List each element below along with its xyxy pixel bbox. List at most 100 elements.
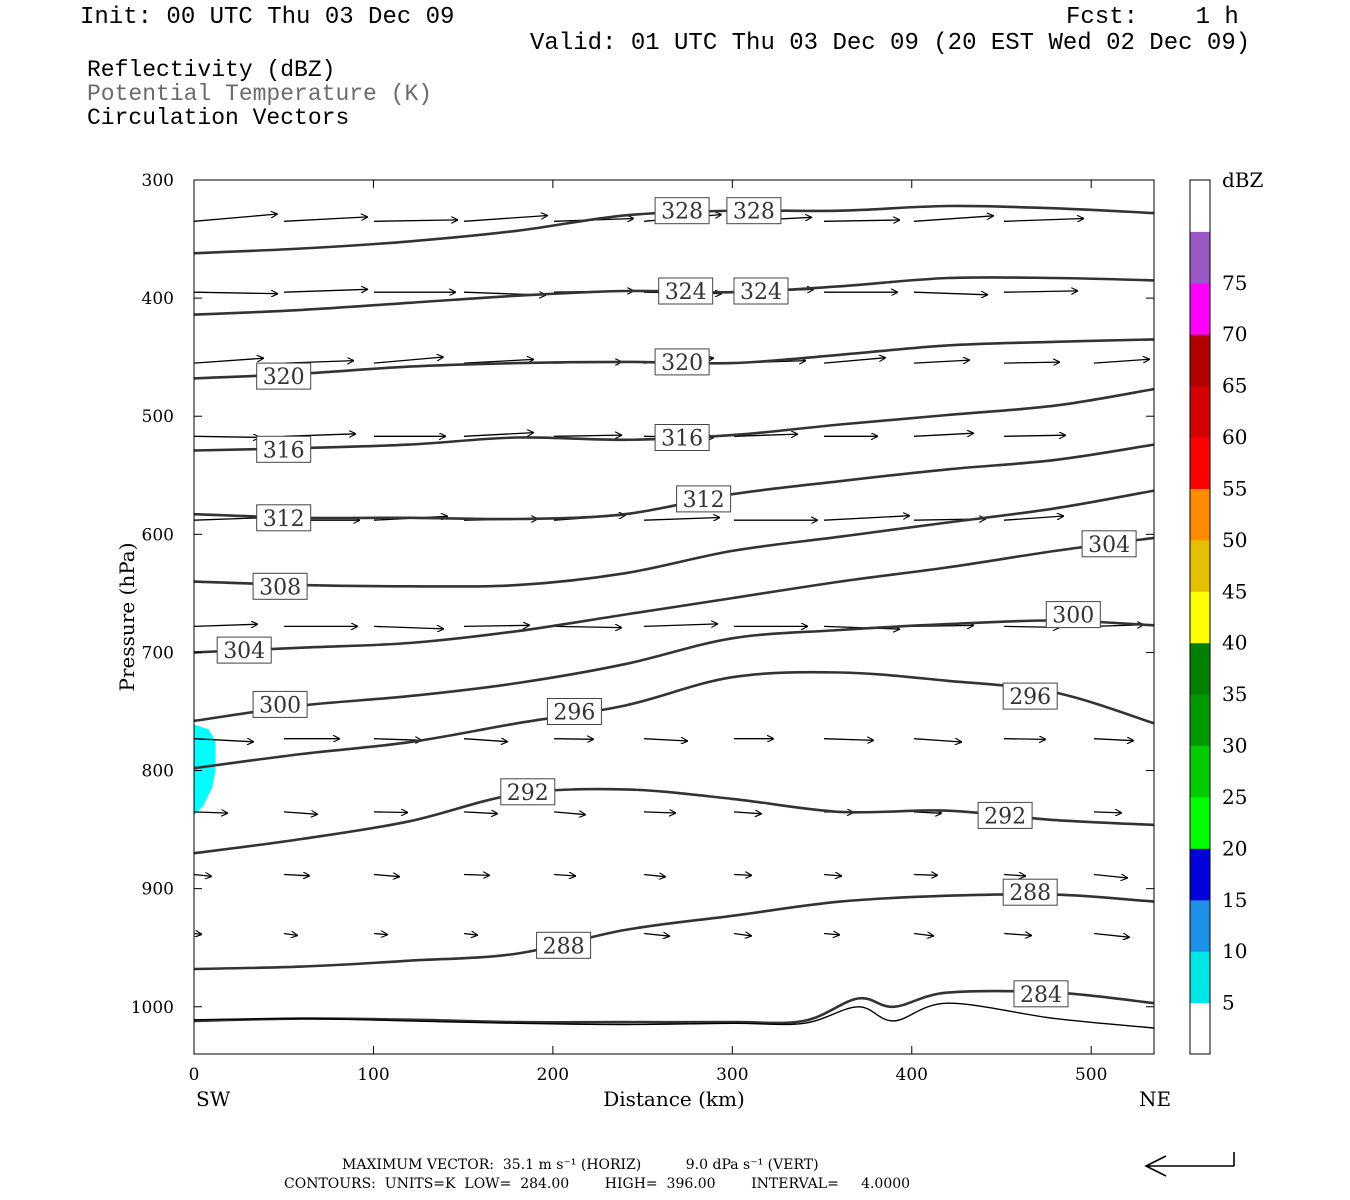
circulation-vector <box>1003 934 1032 936</box>
circulation-vector <box>1093 812 1122 813</box>
colorbar-swatch <box>1190 231 1210 284</box>
circulation-vector <box>913 875 938 876</box>
x-tick-label: 100 <box>357 1065 389 1085</box>
contour-label-box <box>536 931 592 959</box>
circulation-vector <box>1003 516 1064 521</box>
circulation-vector <box>643 624 718 627</box>
contour-label-box <box>1013 980 1069 1008</box>
contour-label-box <box>658 277 714 305</box>
contour-label-box <box>1002 682 1058 710</box>
field-circulation-vectors: Circulation Vectors <box>87 105 350 131</box>
contour-label-box <box>654 424 710 451</box>
contour-label-box <box>1002 878 1058 906</box>
contour-label-324: 324 <box>740 280 782 305</box>
circulation-vector <box>1093 359 1150 364</box>
contours-note: CONTOURS: UNITS=K LOW= 284.00 HIGH= 396.… <box>284 1176 911 1192</box>
circulation-vector <box>1003 291 1078 292</box>
circulation-vector <box>553 739 594 740</box>
x-axis-label: Distance (km) <box>603 1087 745 1111</box>
colorbar-swatch <box>1190 385 1210 438</box>
contour-label-320: 320 <box>263 365 305 390</box>
circulation-vector <box>373 739 422 741</box>
circulation-vector <box>373 875 400 877</box>
contour-label-312: 312 <box>263 507 305 532</box>
circulation-vector <box>283 934 298 936</box>
circulation-vector <box>643 812 676 813</box>
circulation-vector <box>463 875 490 876</box>
contour-label-324: 324 <box>665 280 707 305</box>
contour-label-316: 316 <box>661 427 703 452</box>
circulation-vector <box>1003 875 1026 877</box>
circulation-vector <box>193 358 264 364</box>
circulation-vector <box>823 875 842 877</box>
circulation-vector <box>283 875 310 876</box>
x-tick-label: 300 <box>716 1065 748 1085</box>
valid-time: Valid: 01 UTC Thu 03 Dec 09 (20 EST Wed … <box>530 30 1251 57</box>
colorbar-label: 30 <box>1222 734 1247 758</box>
colorbar-swatch <box>1190 180 1210 232</box>
circulation-vector <box>823 934 840 935</box>
contour-label-320: 320 <box>661 351 703 376</box>
x-tick-label: 500 <box>1075 1065 1107 1085</box>
field-potential-temperature: Potential Temperature (K) <box>87 81 433 107</box>
contour-label-box <box>500 778 556 806</box>
reflectivity-area <box>194 724 216 816</box>
colorbar-label: 10 <box>1222 939 1247 963</box>
contour-label-box <box>252 572 308 600</box>
circulation-vector <box>1003 739 1046 740</box>
x-tick-label: 200 <box>537 1065 569 1085</box>
circulation-vector <box>733 812 762 814</box>
contour-label-box <box>256 504 312 532</box>
colorbar-swatch <box>1190 642 1210 695</box>
circulation-vector <box>1003 362 1060 363</box>
contour-label-box <box>676 485 732 513</box>
contour-label-box <box>733 277 789 305</box>
y-tick-label: 900 <box>142 880 174 900</box>
y-tick-label: 300 <box>142 171 174 191</box>
contour-label-box <box>726 197 782 225</box>
circulation-vector <box>463 359 534 364</box>
contour-label-box <box>654 348 710 376</box>
colorbar-label: 60 <box>1222 425 1247 449</box>
circulation-vector <box>733 434 798 436</box>
colorbar-swatch <box>1190 745 1210 798</box>
circulation-vector <box>643 934 670 937</box>
circulation-vector <box>913 812 942 813</box>
contour-label-box <box>654 197 710 225</box>
colorbar-swatch <box>1190 848 1210 901</box>
contour-label-box <box>977 801 1033 829</box>
colorbar-swatch <box>1190 539 1210 592</box>
colorbar-label: 5 <box>1222 991 1235 1015</box>
contour-line-312 <box>193 443 1155 521</box>
contour-label-312: 312 <box>683 488 725 513</box>
circulation-vector <box>553 435 622 436</box>
y-axis-label: Pressure (hPa) <box>115 543 139 692</box>
circulation-vector <box>643 518 720 521</box>
colorbar-swatch <box>1190 694 1210 746</box>
colorbar-label: 15 <box>1222 888 1247 912</box>
circulation-vector <box>463 812 498 814</box>
colorbar-label: 40 <box>1222 631 1247 655</box>
colorbar-title: dBZ <box>1222 168 1264 192</box>
circulation-vector <box>373 934 388 935</box>
contour-line-304 <box>193 536 1155 654</box>
colorbar-label: 35 <box>1222 682 1247 706</box>
circulation-vector <box>193 624 258 626</box>
circulation-vector <box>193 292 278 294</box>
contour-label-box <box>546 698 602 725</box>
circulation-vector <box>283 217 368 222</box>
circulation-vector <box>913 739 962 742</box>
circulation-vector <box>553 875 576 877</box>
circulation-vector <box>463 739 508 742</box>
circulation-vector <box>1003 219 1084 222</box>
circulation-vector <box>193 875 212 877</box>
colorbar-label: 45 <box>1222 579 1247 603</box>
contour-line-300 <box>193 619 1155 723</box>
colorbar-swatch <box>1190 951 1210 1004</box>
contour-label-box <box>1081 530 1137 558</box>
circulation-vector <box>463 216 548 222</box>
contour-label-296: 296 <box>553 701 595 726</box>
contour-label-box <box>216 636 272 664</box>
contour-label-300: 300 <box>259 693 301 718</box>
circulation-vector <box>733 934 752 937</box>
